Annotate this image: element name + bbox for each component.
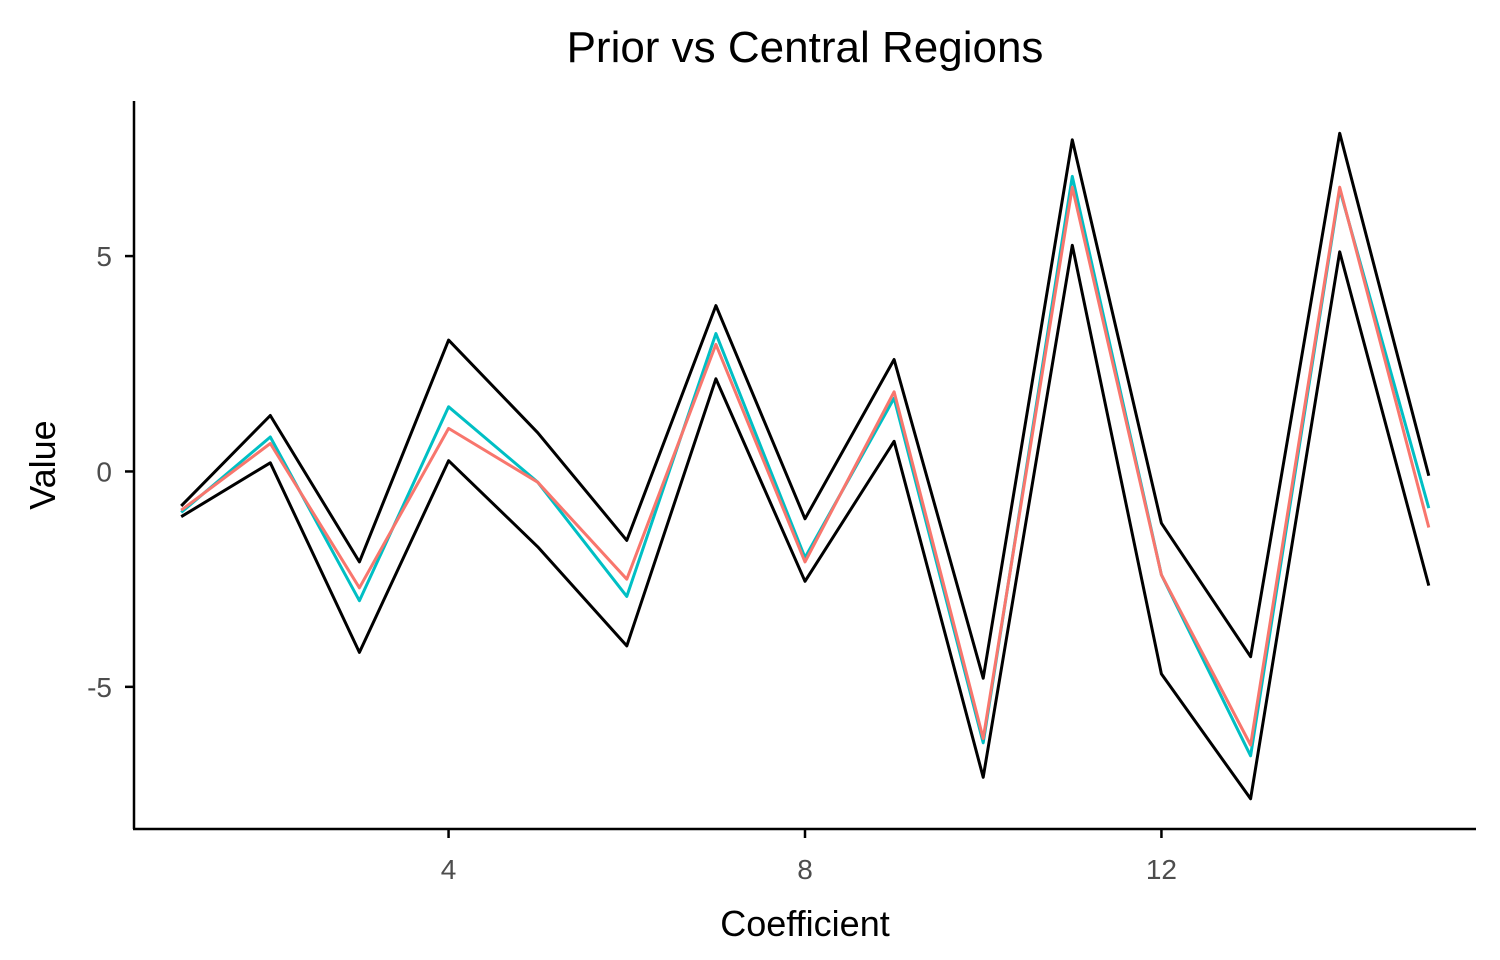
series-line-4 (180, 185, 1431, 747)
y-tick-label: -5 (87, 672, 112, 703)
x-tick-label: 12 (1146, 854, 1177, 885)
y-tick-label: 5 (96, 241, 112, 272)
chart-title: Prior vs Central Regions (567, 23, 1044, 72)
plot-area (180, 131, 1431, 801)
series-line-1 (180, 131, 1431, 680)
x-axis-label: Coefficient (720, 903, 889, 944)
y-tick-label: 0 (96, 456, 112, 487)
series-line-2 (180, 243, 1431, 801)
y-axis-label: Value (22, 420, 63, 509)
x-tick-label: 4 (441, 854, 457, 885)
axis-ticks: 4 8 12 -5 0 5 (87, 241, 1177, 885)
x-tick-label: 8 (797, 854, 813, 885)
